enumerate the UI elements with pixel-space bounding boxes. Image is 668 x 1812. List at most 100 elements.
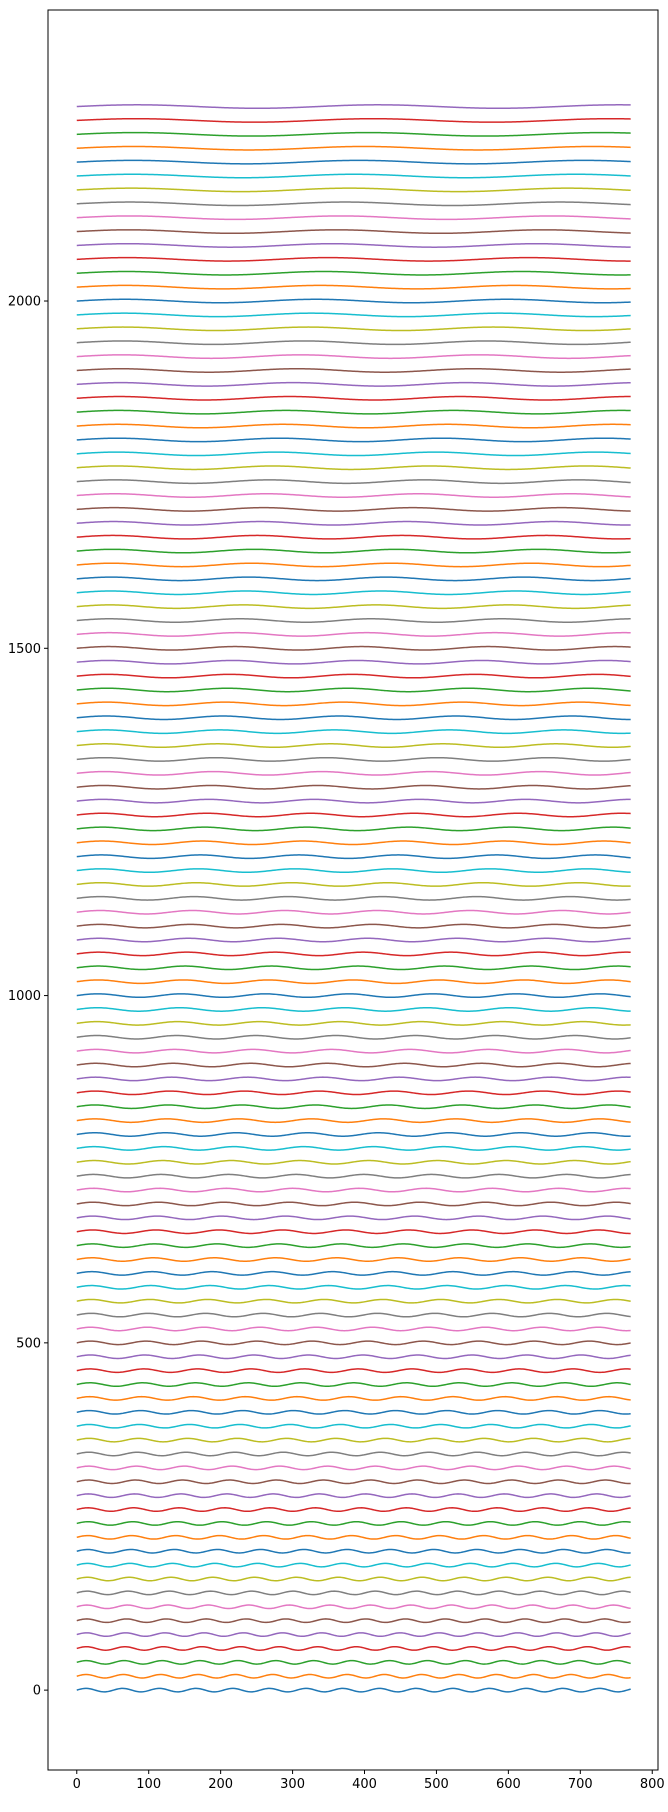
series-line-2 xyxy=(76,1659,631,1665)
series-line-21 xyxy=(76,1395,631,1401)
series-line-61 xyxy=(76,840,631,846)
series-line-62 xyxy=(76,826,631,832)
y-tick-label: 1500 xyxy=(8,642,41,657)
series-line-10 xyxy=(76,1548,631,1554)
series-line-26 xyxy=(76,1326,631,1332)
series-line-17 xyxy=(76,1451,631,1457)
series-line-50 xyxy=(76,993,631,999)
series-line-15 xyxy=(76,1479,631,1485)
series-line-20 xyxy=(76,1409,631,1415)
series-line-82 xyxy=(76,548,631,554)
series-line-47 xyxy=(76,1034,631,1040)
series-line-18 xyxy=(76,1437,631,1443)
series-line-114 xyxy=(76,104,631,110)
series-line-42 xyxy=(76,1104,631,1110)
series-line-56 xyxy=(76,909,631,915)
series-line-71 xyxy=(76,701,631,707)
series-line-37 xyxy=(76,1173,631,1179)
series-line-49 xyxy=(76,1006,631,1012)
series-line-43 xyxy=(76,1090,631,1096)
series-line-59 xyxy=(76,868,631,874)
series-line-97 xyxy=(76,340,631,346)
series-line-23 xyxy=(76,1368,631,1374)
series-line-33 xyxy=(76,1229,631,1235)
series-line-64 xyxy=(76,798,631,804)
x-tick-label: 600 xyxy=(496,1777,521,1792)
series-layer xyxy=(76,104,631,1693)
x-axis: 0 100 200 300 400 500 600 700 800 xyxy=(73,1770,665,1792)
series-line-8 xyxy=(76,1576,631,1582)
series-line-11 xyxy=(76,1534,631,1540)
series-line-5 xyxy=(76,1618,631,1624)
series-line-1 xyxy=(76,1673,631,1679)
series-line-24 xyxy=(76,1354,631,1360)
x-tick-label: 300 xyxy=(280,1777,305,1792)
x-tick-label: 700 xyxy=(568,1777,593,1792)
series-line-69 xyxy=(76,729,631,735)
series-line-7 xyxy=(76,1590,631,1596)
series-line-13 xyxy=(76,1507,631,1513)
series-line-46 xyxy=(76,1048,631,1054)
series-line-86 xyxy=(76,493,631,498)
series-line-109 xyxy=(76,173,631,179)
series-line-48 xyxy=(76,1020,631,1026)
series-line-78 xyxy=(76,604,631,610)
x-tick-label: 800 xyxy=(640,1777,665,1792)
y-tick-label: 1000 xyxy=(8,989,41,1004)
plot-frame xyxy=(47,9,659,1771)
series-line-19 xyxy=(76,1423,631,1429)
series-line-9 xyxy=(76,1562,631,1568)
series-line-81 xyxy=(76,562,631,568)
series-line-12 xyxy=(76,1520,631,1526)
series-line-79 xyxy=(76,590,631,596)
series-line-45 xyxy=(76,1062,631,1068)
series-line-65 xyxy=(76,784,631,790)
series-line-83 xyxy=(76,534,631,540)
series-line-25 xyxy=(76,1340,631,1346)
series-line-73 xyxy=(76,673,631,679)
series-line-40 xyxy=(76,1131,631,1137)
series-line-0 xyxy=(76,1687,631,1693)
series-line-14 xyxy=(76,1493,631,1499)
series-line-113 xyxy=(76,117,631,123)
x-tick-label: 500 xyxy=(424,1777,449,1792)
series-line-84 xyxy=(76,520,631,526)
series-line-88 xyxy=(76,465,631,471)
x-tick-label: 100 xyxy=(136,1777,161,1792)
series-line-29 xyxy=(76,1284,631,1290)
series-line-32 xyxy=(76,1243,631,1249)
series-line-55 xyxy=(76,923,631,929)
series-line-98 xyxy=(76,326,631,332)
series-line-104 xyxy=(76,242,631,248)
series-line-57 xyxy=(76,895,631,901)
series-line-27 xyxy=(76,1312,631,1318)
series-line-54 xyxy=(76,937,631,943)
series-line-67 xyxy=(76,756,631,762)
series-line-76 xyxy=(76,631,631,637)
y-axis: 0 500 1000 1500 2000 xyxy=(8,295,48,1699)
series-line-52 xyxy=(76,965,631,971)
series-line-107 xyxy=(76,201,631,207)
series-line-87 xyxy=(76,479,631,485)
series-line-6 xyxy=(76,1604,631,1610)
series-line-4 xyxy=(76,1632,631,1638)
series-line-38 xyxy=(76,1159,631,1165)
series-line-105 xyxy=(76,229,631,235)
series-line-90 xyxy=(76,437,631,443)
series-line-53 xyxy=(76,951,631,957)
series-line-93 xyxy=(76,395,631,401)
y-tick-label: 0 xyxy=(33,1684,41,1699)
series-line-39 xyxy=(76,1145,631,1151)
x-tick-label: 0 xyxy=(73,1777,81,1792)
series-line-41 xyxy=(76,1118,631,1124)
series-line-96 xyxy=(76,354,631,360)
series-line-99 xyxy=(76,312,631,318)
series-line-95 xyxy=(76,367,631,373)
series-line-35 xyxy=(76,1201,631,1207)
series-line-44 xyxy=(76,1076,631,1082)
series-line-68 xyxy=(76,743,631,749)
series-line-112 xyxy=(76,131,631,137)
series-line-77 xyxy=(76,618,631,623)
